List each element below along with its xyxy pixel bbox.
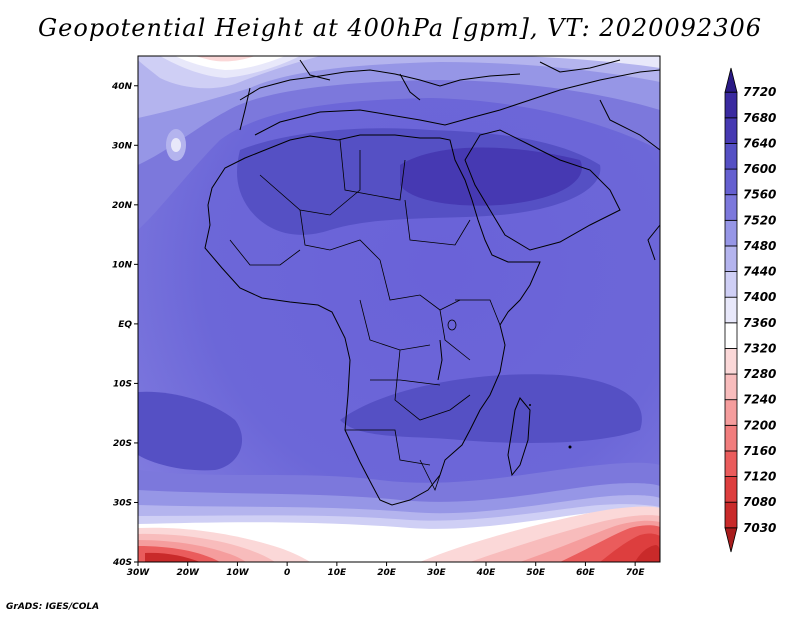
colorbar-bin xyxy=(724,91,738,119)
colorbar-bin xyxy=(724,501,738,529)
lon-tick-label: 30W xyxy=(127,568,151,578)
colorbar-bin xyxy=(724,450,738,477)
colorbar-bin xyxy=(724,168,738,196)
colorbar-bin xyxy=(724,476,738,503)
grads-credit: GrADS: IGES/COLA xyxy=(6,602,100,612)
lat-tick-label: 20N xyxy=(112,201,133,211)
lon-tick-label: 10W xyxy=(226,568,250,578)
lon-tick-label: 20E xyxy=(377,568,397,578)
lat-tick-label: 20S xyxy=(113,439,132,449)
lon-tick-label: 40E xyxy=(476,568,497,578)
longitude-axis: 30W 20W 10W 0 10E 20E 30E 40E 50E 60E 70E xyxy=(127,562,646,578)
lakes xyxy=(437,319,572,449)
lon-tick-label: 20W xyxy=(176,568,200,578)
colorbar-bin xyxy=(724,194,738,221)
colorbar-label: 7480 xyxy=(743,239,776,253)
latitude-axis: 40N 30N 20N 10N EQ 10S 20S 30S 40S xyxy=(111,82,138,568)
lon-tick-label: 0 xyxy=(284,568,290,578)
colorbar-label: 7640 xyxy=(743,136,776,150)
colorbar-bin xyxy=(724,245,738,272)
colorbar-bin xyxy=(724,348,738,375)
colorbar-label: 7120 xyxy=(743,470,776,484)
colorbar-bin xyxy=(724,424,738,452)
plot-frame xyxy=(137,55,661,563)
lon-tick-label: 50E xyxy=(526,568,546,578)
lat-tick-label: 40S xyxy=(112,558,132,568)
colorbar-label: 7360 xyxy=(743,316,776,330)
lat-tick-label: 10S xyxy=(113,379,132,389)
map-title: Geopotential Height at 400hPa [gpm], VT:… xyxy=(38,14,762,42)
colorbar-bin xyxy=(724,399,738,426)
colorbar: 7030 7080 7120 7160 7200 7240 7280 7320 7360 7400… xyxy=(724,67,776,553)
colorbar-label: 7680 xyxy=(743,111,776,125)
lon-tick-label: 70E xyxy=(626,568,646,578)
colorbar-label: 7160 xyxy=(743,444,776,458)
lat-tick-label: 30N xyxy=(112,141,133,151)
country-borders xyxy=(229,139,501,492)
lon-tick-label: 30E xyxy=(427,568,447,578)
colorbar-label: 7080 xyxy=(743,495,776,509)
colorbar-label: 7560 xyxy=(743,188,776,202)
height-field xyxy=(138,56,660,562)
lat-tick-label: 30S xyxy=(113,498,132,508)
colorbar-label: 7400 xyxy=(743,290,776,304)
lon-tick-label: 60E xyxy=(576,568,596,578)
colorbar-label: 7240 xyxy=(743,393,776,407)
lat-tick-label: 10N xyxy=(112,260,133,270)
colorbar-label: 7200 xyxy=(743,418,776,432)
colorbar-bin xyxy=(724,117,738,144)
colorbar-label: 7600 xyxy=(743,162,776,176)
colorbar-max-arrow xyxy=(724,67,738,93)
lat-tick-label: EQ xyxy=(118,320,132,330)
colorbar-label: 7320 xyxy=(743,341,776,355)
colorbar-bin xyxy=(724,271,738,298)
colorbar-label: 7720 xyxy=(743,85,776,99)
lon-tick-label: 10E xyxy=(328,568,348,578)
colorbar-bin xyxy=(724,296,738,324)
colorbar-bin xyxy=(724,322,738,349)
colorbar-label: 7520 xyxy=(743,213,776,227)
colorbar-min-arrow xyxy=(724,527,738,553)
colorbar-label: 7440 xyxy=(743,265,776,279)
colorbar-bin xyxy=(724,143,738,170)
colorbar-bin xyxy=(724,373,738,401)
coastlines xyxy=(204,59,660,506)
colorbar-label: 7280 xyxy=(743,367,776,381)
colorbar-bin xyxy=(724,219,738,247)
colorbar-label: 7030 xyxy=(743,521,776,535)
lat-tick-label: 40N xyxy=(111,82,133,92)
